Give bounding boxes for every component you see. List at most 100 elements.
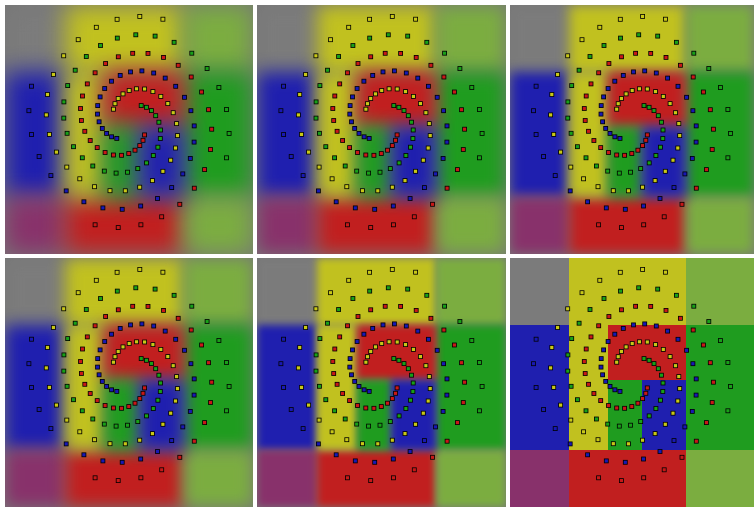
data-point: [684, 94, 690, 100]
data-point: [204, 66, 210, 71]
data-point: [644, 86, 650, 92]
data-point: [565, 99, 571, 105]
data-point: [597, 277, 603, 283]
data-point: [620, 73, 626, 78]
panel-2: [257, 5, 506, 254]
data-point: [662, 168, 668, 174]
data-point: [333, 199, 339, 205]
data-point: [366, 170, 371, 176]
data-point: [370, 73, 376, 78]
data-point: [117, 73, 123, 78]
data-point: [706, 66, 712, 71]
data-point: [622, 459, 628, 465]
data-point: [691, 303, 697, 309]
data-point: [98, 296, 103, 301]
data-point: [370, 326, 376, 331]
data-point: [366, 423, 371, 429]
data-point: [393, 390, 398, 396]
data-point: [585, 452, 590, 458]
data-point: [99, 126, 105, 131]
data-point: [616, 170, 622, 176]
region-purple: [510, 449, 569, 507]
data-point: [620, 326, 626, 331]
data-point: [676, 374, 682, 379]
data-point: [605, 86, 611, 91]
data-point: [137, 13, 143, 19]
data-point: [160, 421, 166, 427]
data-point: [579, 37, 585, 43]
data-point: [689, 408, 695, 414]
data-point: [617, 16, 623, 22]
data-point: [329, 429, 335, 435]
data-point: [441, 108, 447, 114]
data-point: [363, 106, 369, 112]
data-point: [425, 145, 431, 151]
data-point: [84, 81, 90, 87]
data-point: [676, 121, 682, 126]
data-point: [142, 339, 148, 345]
data-point: [175, 315, 181, 321]
data-point: [403, 89, 408, 94]
data-point: [394, 132, 400, 138]
data-point: [594, 416, 599, 422]
data-point: [77, 176, 83, 182]
data-point: [596, 323, 602, 329]
data-point: [398, 51, 404, 56]
data-point: [208, 147, 213, 152]
data-point: [653, 89, 658, 94]
data-point: [188, 361, 194, 367]
data-point: [670, 410, 676, 416]
data-point: [349, 372, 354, 378]
data-point: [402, 178, 408, 184]
data-point: [144, 413, 149, 419]
data-point: [610, 441, 616, 447]
data-point: [409, 119, 414, 125]
data-point: [360, 188, 365, 194]
region-blue: [510, 72, 569, 197]
data-point: [300, 426, 306, 432]
data-point: [646, 357, 652, 363]
data-point: [651, 108, 657, 113]
data-point: [109, 134, 114, 140]
data-point: [95, 364, 100, 370]
data-point: [679, 201, 685, 207]
data-point: [657, 144, 663, 150]
region-lightgreen: [685, 449, 754, 507]
panel-3: [510, 5, 754, 254]
data-point: [597, 24, 603, 30]
data-point: [658, 372, 664, 378]
region-lightgreen: [436, 449, 506, 507]
data-point: [382, 303, 388, 309]
region-lightgreen: [685, 258, 754, 326]
data-point: [618, 35, 623, 41]
region-gray: [257, 5, 317, 73]
data-point: [316, 164, 322, 170]
data-point: [43, 365, 49, 371]
data-point: [111, 359, 116, 365]
data-point: [96, 372, 102, 378]
data-point: [385, 147, 390, 153]
data-point: [87, 138, 93, 143]
data-point: [401, 361, 407, 366]
data-point: [128, 322, 133, 328]
data-point: [350, 347, 355, 353]
data-point: [558, 402, 563, 408]
data-point: [394, 86, 400, 92]
region-green: [183, 325, 253, 450]
data-point: [568, 417, 574, 423]
data-point: [568, 383, 574, 389]
data-point: [600, 372, 605, 378]
data-point: [119, 152, 124, 158]
data-point: [346, 277, 352, 283]
data-point: [281, 132, 287, 137]
data-point: [629, 88, 635, 93]
data-point: [565, 352, 571, 358]
data-point: [199, 89, 205, 95]
data-point: [583, 346, 589, 352]
data-point: [316, 441, 321, 447]
data-point: [693, 139, 699, 145]
data-point: [175, 62, 181, 68]
data-point: [575, 397, 580, 403]
data-point: [107, 188, 113, 194]
data-point: [281, 83, 287, 89]
